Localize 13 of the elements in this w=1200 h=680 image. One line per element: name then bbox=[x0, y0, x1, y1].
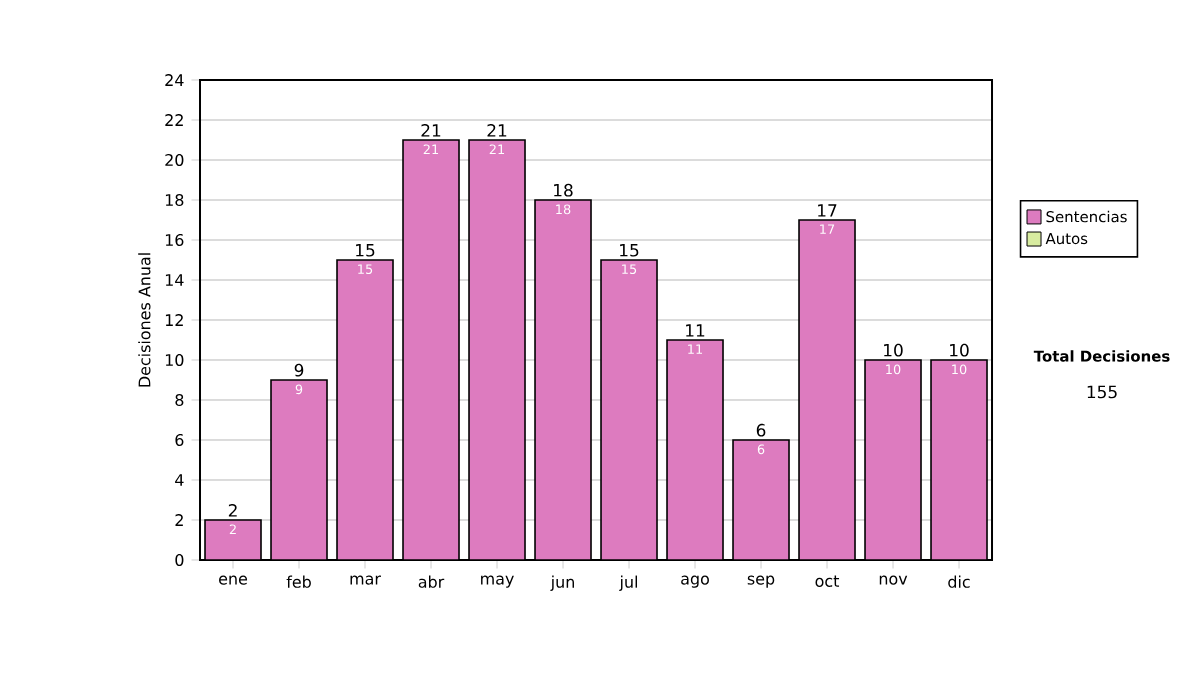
total-label: 10 bbox=[884, 343, 903, 357]
total-label: 15 bbox=[356, 244, 375, 257]
total-label: 11 bbox=[686, 324, 705, 337]
text: 155 bbox=[1087, 385, 1117, 399]
total-label: 9 bbox=[294, 363, 304, 377]
total-label: 21 bbox=[421, 124, 441, 137]
total-label: 6 bbox=[756, 423, 766, 437]
total-label: 21 bbox=[487, 124, 507, 137]
total-label: 17 bbox=[818, 204, 837, 217]
total-label: 10 bbox=[950, 343, 969, 357]
total-label: 2 bbox=[228, 504, 237, 517]
total-label: 18 bbox=[554, 183, 573, 197]
total-label: 15 bbox=[620, 244, 639, 257]
